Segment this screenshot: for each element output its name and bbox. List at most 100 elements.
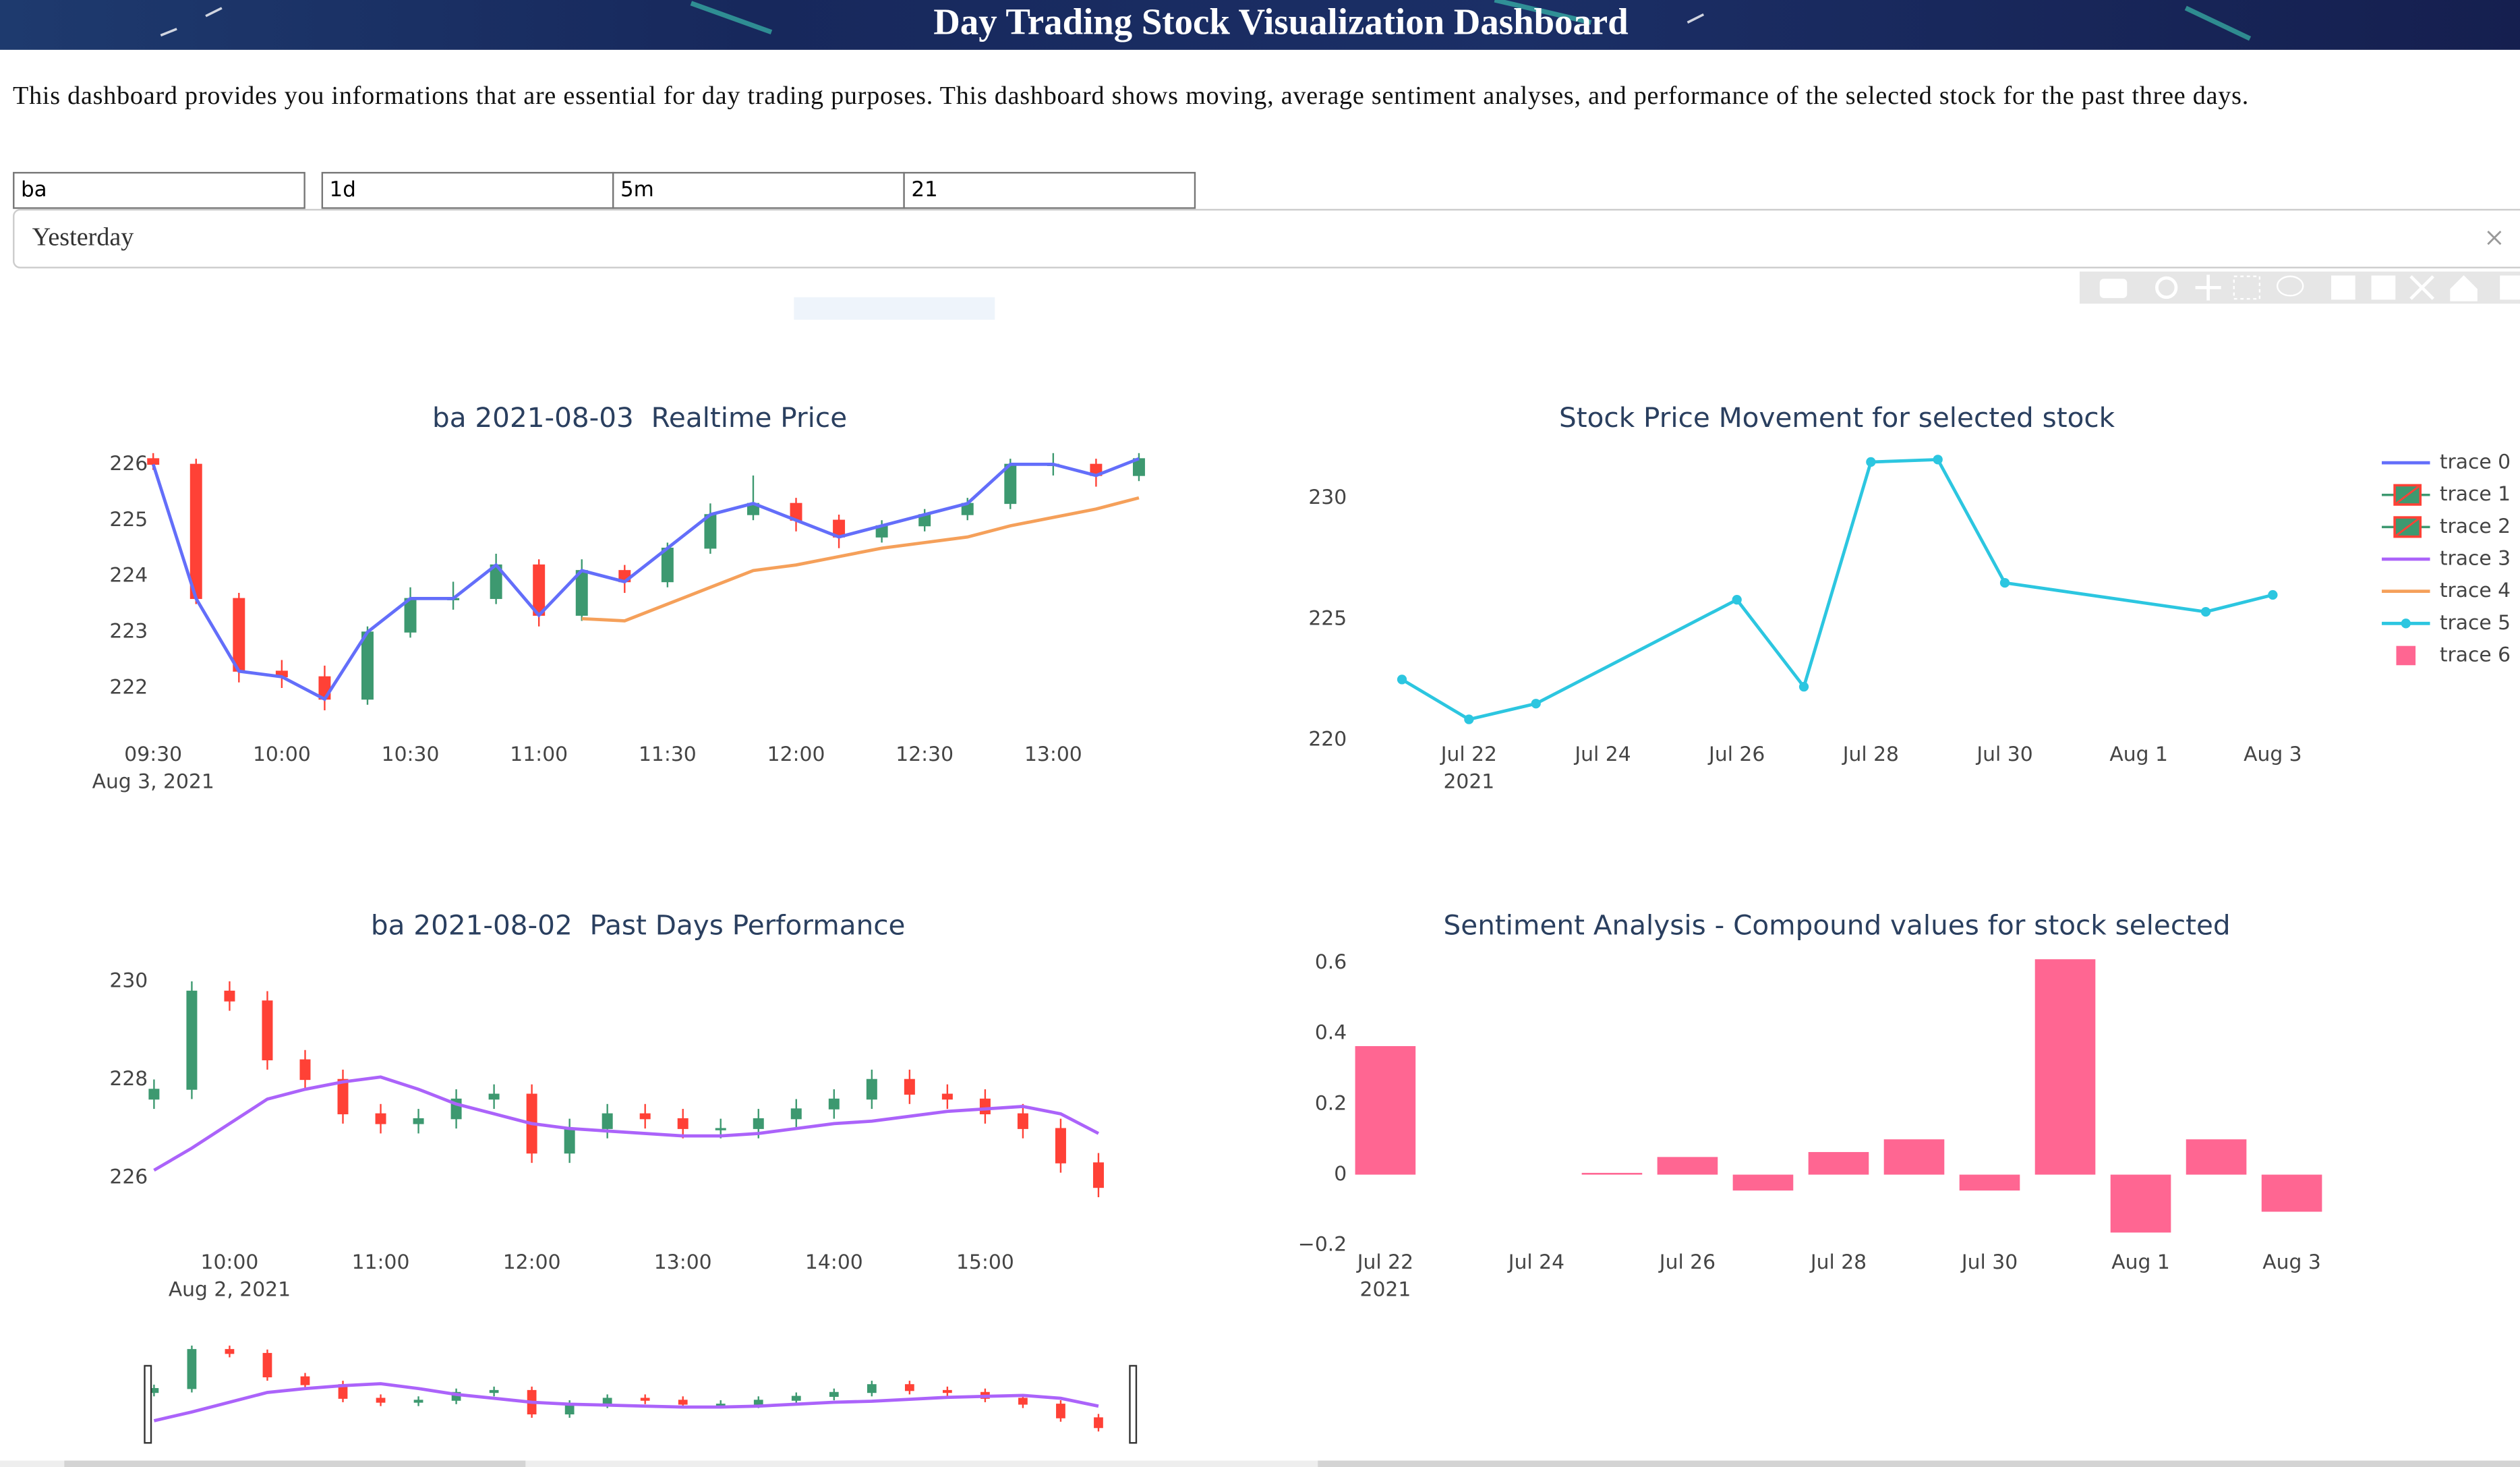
series-line [151, 457, 1140, 701]
legend-item[interactable]: trace 1 [2382, 482, 2511, 506]
series-marker [1798, 682, 1809, 692]
bar [1883, 1139, 1945, 1175]
x-tick-label: 14:00 [805, 1250, 863, 1274]
candle-body [639, 1113, 651, 1120]
series-marker [2200, 606, 2211, 617]
x-sublabel: 2021 [1443, 770, 1494, 794]
y-tick-label: 230 [1308, 486, 1347, 509]
legend-item[interactable]: trace 6 [2396, 643, 2511, 666]
x-tick-label: Aug 3 [2262, 1250, 2321, 1274]
x-tick-label: Aug 3 [2244, 743, 2302, 766]
input-value: 21 [911, 177, 937, 202]
candle-body [413, 1118, 424, 1124]
description: This dashboard provides you informations… [13, 82, 2248, 110]
chart-title: ba 2021-08-03 Realtime Price [432, 401, 847, 434]
candle-body [753, 1118, 764, 1129]
slider-candle-body [640, 1398, 650, 1401]
bar [1808, 1152, 1869, 1175]
bar [1581, 1172, 1643, 1175]
series-marker [1464, 714, 1474, 724]
x-tick-label: Jul 26 [1658, 1250, 1716, 1274]
legend-label: trace 1 [2440, 482, 2511, 506]
candle-body [1004, 463, 1017, 505]
series-line [153, 1075, 1100, 1172]
slider-candle-body [413, 1400, 423, 1403]
y-tick-label: 226 [109, 1165, 148, 1188]
legend-label: trace 5 [2440, 611, 2511, 635]
slider-candle-body [829, 1391, 839, 1397]
candle-body [1017, 1113, 1028, 1129]
clear-icon[interactable] [2487, 231, 2502, 246]
legend-item[interactable]: trace 2 [2382, 515, 2511, 538]
modebar [2079, 271, 2520, 304]
header-banner [0, 0, 2520, 50]
modebar-icons[interactable] [2099, 275, 2520, 301]
candle-body [904, 1078, 915, 1095]
scrollbar-thumb[interactable] [64, 1460, 526, 1467]
text-input[interactable] [612, 171, 905, 209]
slider-candle-body [791, 1396, 801, 1401]
y-tick-label: 224 [109, 564, 148, 587]
legend-label: trace 3 [2440, 547, 2511, 571]
slider-candle-body [376, 1398, 386, 1403]
x-tick-label: 10:00 [253, 743, 311, 766]
x-tick-label: 11:00 [510, 743, 568, 766]
candle-body [790, 1108, 802, 1120]
rangeslider-handle[interactable] [144, 1364, 152, 1444]
candle-body [361, 631, 374, 700]
slider-candle-body [1056, 1404, 1065, 1418]
bar [1959, 1174, 2020, 1191]
candle-body [677, 1118, 688, 1129]
banner-decoration [690, 0, 2252, 41]
text-input[interactable] [13, 171, 305, 209]
x-tick-label: Jul 24 [1507, 1250, 1564, 1274]
candle-body [979, 1098, 991, 1115]
bar [2110, 1174, 2171, 1233]
rangeslider-handle[interactable] [1129, 1364, 1138, 1444]
series-marker [1397, 674, 1407, 685]
legend-item[interactable]: trace 5 [2382, 611, 2511, 635]
dropdown[interactable] [13, 208, 2520, 268]
x-tick-label: 13:00 [654, 1250, 712, 1274]
x-tick-label: 12:30 [896, 743, 954, 766]
text-input[interactable] [903, 171, 1196, 209]
text-input[interactable] [321, 171, 614, 209]
bar [2034, 959, 2096, 1175]
slider-candle-body [1094, 1417, 1103, 1429]
y-tick-label: 0.2 [1315, 1091, 1347, 1115]
slider-candle-body [300, 1376, 310, 1385]
y-tick-label: 222 [109, 675, 148, 699]
banner-decoration [160, 7, 1705, 37]
legend-item[interactable]: trace 0 [2382, 451, 2511, 474]
candle-body [224, 990, 235, 1002]
candle-body [189, 463, 202, 600]
legend-item[interactable]: trace 3 [2382, 547, 2511, 571]
candle-body [233, 598, 245, 672]
bar [1355, 1045, 1416, 1175]
bar [2186, 1139, 2247, 1175]
candle-body [866, 1078, 877, 1100]
x-tick-label: Jul 28 [1842, 743, 1899, 766]
series-line [581, 496, 1140, 623]
chart-title: ba 2021-08-02 Past Days Performance [371, 909, 906, 942]
candle-body [941, 1093, 953, 1100]
x-sublabel: 2021 [1360, 1277, 1411, 1301]
x-tick-label: 09:30 [124, 743, 182, 766]
y-tick-label: 225 [1308, 606, 1347, 630]
legend-symbol [2396, 645, 2416, 666]
candle-body [186, 990, 198, 1090]
input-value: 1d [330, 177, 356, 202]
legend-item[interactable]: trace 4 [2382, 579, 2511, 602]
slider-candle-body [225, 1349, 235, 1354]
snip-overlay [794, 297, 995, 320]
y-tick-label: 0 [1334, 1162, 1347, 1186]
legend-label: trace 6 [2440, 643, 2511, 666]
x-sublabel: Aug 3, 2021 [92, 770, 214, 794]
candle-body [1055, 1128, 1066, 1163]
input-value: 5m [620, 177, 654, 202]
scrollbar-thumb[interactable] [1318, 1460, 2520, 1467]
candle-body [1092, 1162, 1104, 1188]
chart-title: Sentiment Analysis - Compound values for… [1444, 909, 2231, 942]
